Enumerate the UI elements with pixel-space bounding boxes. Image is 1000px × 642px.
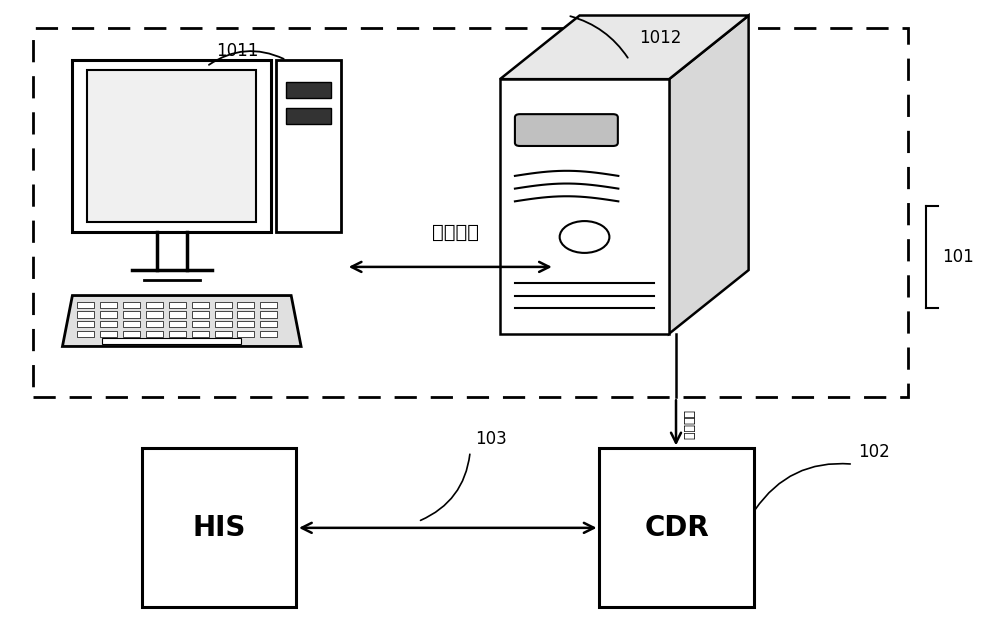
- Bar: [169, 331, 186, 337]
- Bar: [100, 311, 117, 318]
- Bar: [77, 331, 94, 337]
- FancyBboxPatch shape: [500, 79, 669, 334]
- Bar: [215, 321, 232, 327]
- Text: CDR: CDR: [644, 514, 709, 542]
- Bar: [146, 311, 163, 318]
- Bar: [77, 321, 94, 327]
- Bar: [260, 331, 277, 337]
- Bar: [260, 321, 277, 327]
- Bar: [237, 321, 254, 327]
- Bar: [123, 321, 140, 327]
- Text: 网络传输: 网络传输: [681, 410, 694, 440]
- Bar: [123, 331, 140, 337]
- Bar: [77, 302, 94, 308]
- Text: 1011: 1011: [217, 42, 259, 60]
- Bar: [100, 331, 117, 337]
- Bar: [192, 311, 209, 318]
- Circle shape: [560, 221, 609, 253]
- Bar: [169, 302, 186, 308]
- Text: 102: 102: [858, 443, 890, 461]
- Bar: [102, 338, 241, 344]
- Bar: [192, 331, 209, 337]
- Bar: [260, 302, 277, 308]
- Bar: [146, 321, 163, 327]
- Polygon shape: [669, 15, 749, 334]
- Text: 103: 103: [475, 430, 507, 448]
- Text: HIS: HIS: [192, 514, 246, 542]
- Bar: [100, 321, 117, 327]
- Bar: [237, 302, 254, 308]
- Text: 网络连接: 网络连接: [432, 222, 479, 241]
- FancyBboxPatch shape: [599, 448, 754, 607]
- Text: 1012: 1012: [639, 30, 682, 48]
- Bar: [146, 331, 163, 337]
- Bar: [192, 321, 209, 327]
- Bar: [192, 302, 209, 308]
- Bar: [237, 331, 254, 337]
- Bar: [146, 302, 163, 308]
- Bar: [77, 311, 94, 318]
- FancyBboxPatch shape: [87, 69, 256, 222]
- Polygon shape: [500, 15, 749, 79]
- Bar: [123, 311, 140, 318]
- Bar: [169, 321, 186, 327]
- Bar: [260, 311, 277, 318]
- Bar: [215, 302, 232, 308]
- FancyBboxPatch shape: [515, 114, 618, 146]
- Polygon shape: [62, 295, 301, 347]
- FancyBboxPatch shape: [286, 108, 331, 124]
- Bar: [237, 311, 254, 318]
- FancyBboxPatch shape: [142, 448, 296, 607]
- Bar: [169, 311, 186, 318]
- Bar: [100, 302, 117, 308]
- Text: 101: 101: [943, 248, 974, 266]
- FancyBboxPatch shape: [286, 82, 331, 98]
- Bar: [215, 311, 232, 318]
- Bar: [215, 331, 232, 337]
- Bar: [33, 28, 908, 397]
- Bar: [123, 302, 140, 308]
- FancyBboxPatch shape: [276, 60, 341, 232]
- FancyBboxPatch shape: [72, 60, 271, 232]
